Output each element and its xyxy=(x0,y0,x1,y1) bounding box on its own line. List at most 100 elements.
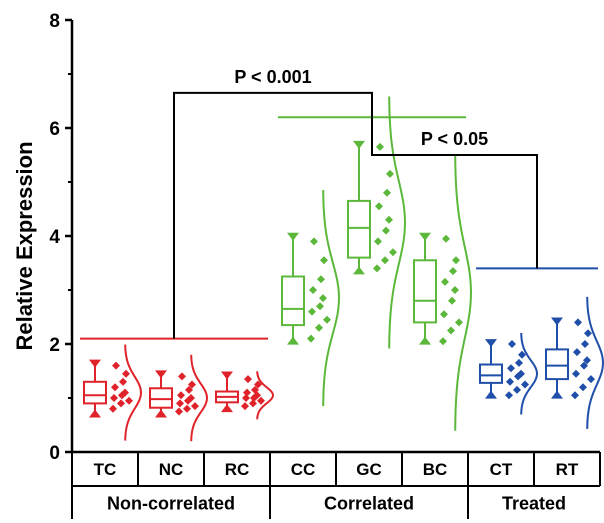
box-rt xyxy=(545,296,604,429)
x-category-label: BC xyxy=(423,460,448,479)
data-point xyxy=(185,385,193,394)
max-marker xyxy=(353,140,365,149)
data-point xyxy=(447,326,455,335)
box-nc xyxy=(149,354,209,442)
data-point xyxy=(257,396,265,405)
distribution-curve xyxy=(190,354,209,442)
data-point xyxy=(178,372,186,381)
min-marker xyxy=(221,404,233,413)
data-point xyxy=(251,385,259,394)
y-tick-label: 4 xyxy=(49,227,60,248)
data-point xyxy=(242,394,250,402)
data-point xyxy=(319,294,327,303)
data-point xyxy=(375,202,383,211)
max-marker xyxy=(287,232,299,241)
min-marker xyxy=(551,390,563,399)
x-group-label: Non-correlated xyxy=(107,494,235,514)
data-point xyxy=(581,340,589,348)
x-category-label: GC xyxy=(356,460,382,479)
box-plots xyxy=(83,96,604,442)
data-point xyxy=(505,391,513,400)
significance-bracket xyxy=(173,91,373,339)
data-point xyxy=(452,256,460,265)
data-point xyxy=(382,226,390,235)
data-point xyxy=(244,375,252,384)
x-group-label: Treated xyxy=(502,494,566,514)
data-point xyxy=(583,356,591,365)
data-point xyxy=(521,380,529,389)
data-point xyxy=(308,307,316,316)
data-point xyxy=(316,302,324,311)
data-point xyxy=(515,358,523,367)
data-point xyxy=(383,188,391,197)
data-point xyxy=(442,234,450,243)
box-ct xyxy=(479,332,539,415)
min-marker xyxy=(485,390,497,399)
data-point xyxy=(584,329,592,338)
box-iqr xyxy=(479,363,503,384)
data-point xyxy=(374,237,382,246)
data-point xyxy=(373,264,381,273)
data-point xyxy=(310,237,318,246)
data-point xyxy=(317,275,325,284)
data-point xyxy=(573,348,581,357)
data-point xyxy=(451,286,459,294)
data-point xyxy=(580,361,588,370)
box-bc xyxy=(413,154,473,431)
box-rc xyxy=(215,371,275,420)
y-tick-label: 6 xyxy=(49,119,60,140)
distribution-curve xyxy=(388,96,407,349)
data-point xyxy=(307,334,315,343)
box-gc xyxy=(347,96,407,349)
x-category-label: NC xyxy=(159,460,184,479)
data-point xyxy=(579,383,587,392)
data-point xyxy=(249,399,257,408)
min-marker xyxy=(89,409,101,418)
min-marker xyxy=(353,266,365,275)
max-marker xyxy=(551,317,563,326)
box-iqr xyxy=(149,387,173,409)
data-point xyxy=(439,337,447,346)
data-point xyxy=(572,369,580,378)
p-value-label: P < 0.001 xyxy=(234,67,311,87)
distribution-curve xyxy=(322,190,341,407)
max-marker xyxy=(89,359,101,368)
max-marker xyxy=(155,370,167,379)
box-tc xyxy=(83,344,143,441)
data-point xyxy=(183,404,191,413)
data-point xyxy=(376,142,384,151)
distribution-curve xyxy=(256,371,275,420)
data-point xyxy=(587,375,595,384)
x-group-label: Correlated xyxy=(324,494,414,514)
y-axis-label: Relative Expression xyxy=(12,141,37,350)
data-point xyxy=(254,380,262,389)
x-category-label: TC xyxy=(94,460,117,479)
data-point xyxy=(455,318,463,327)
data-point xyxy=(320,256,328,265)
data-point xyxy=(508,340,516,348)
data-point xyxy=(241,402,249,411)
max-marker xyxy=(419,232,431,241)
x-category-label: RT xyxy=(556,460,579,479)
x-category-label: RC xyxy=(225,460,250,479)
y-tick-label: 8 xyxy=(49,11,60,32)
data-point xyxy=(177,391,185,400)
data-point xyxy=(187,394,195,402)
max-marker xyxy=(485,339,497,348)
data-point xyxy=(449,267,457,276)
distribution-curve xyxy=(520,332,539,415)
data-point xyxy=(518,350,526,359)
y-tick-label: 2 xyxy=(49,335,60,356)
data-point xyxy=(513,385,521,394)
data-point xyxy=(175,407,183,416)
data-point xyxy=(112,361,120,370)
distribution-curve xyxy=(586,296,604,429)
data-point xyxy=(517,369,525,378)
data-point xyxy=(191,402,199,411)
min-marker xyxy=(155,409,167,418)
p-value-label: P < 0.05 xyxy=(421,129,488,149)
data-point xyxy=(111,383,119,392)
data-point xyxy=(122,369,130,378)
data-point xyxy=(323,315,331,324)
data-point xyxy=(109,404,117,413)
